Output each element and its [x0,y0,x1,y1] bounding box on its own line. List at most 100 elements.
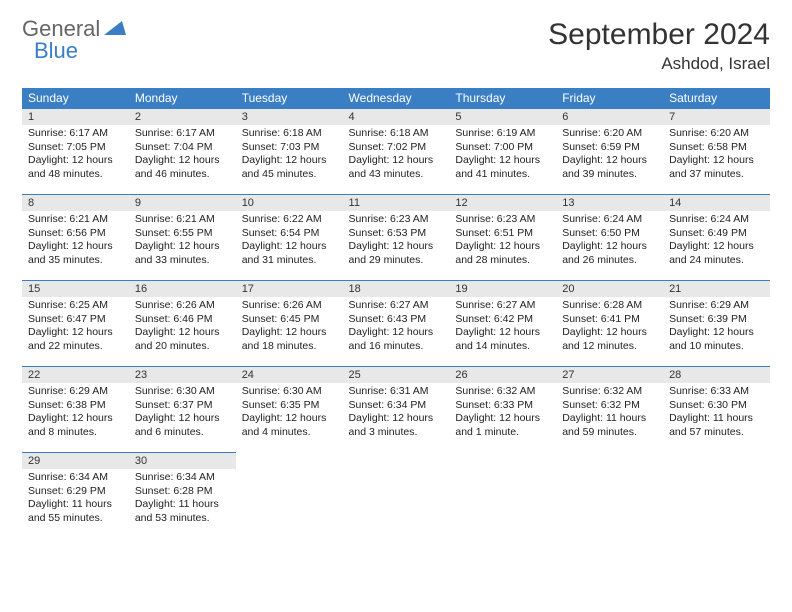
day-cell: 27Sunrise: 6:32 AMSunset: 6:32 PMDayligh… [556,367,663,453]
day-cell: 16Sunrise: 6:26 AMSunset: 6:46 PMDayligh… [129,281,236,367]
day-cell: 12Sunrise: 6:23 AMSunset: 6:51 PMDayligh… [449,195,556,281]
day-cell: 26Sunrise: 6:32 AMSunset: 6:33 PMDayligh… [449,367,556,453]
title-block: September 2024 Ashdod, Israel [548,18,770,74]
day-cell: 30Sunrise: 6:34 AMSunset: 6:28 PMDayligh… [129,453,236,539]
day-cell: 11Sunrise: 6:23 AMSunset: 6:53 PMDayligh… [343,195,450,281]
day-cell [556,453,663,539]
day-cell [236,453,343,539]
day-number: 2 [129,109,236,125]
week-row: 29Sunrise: 6:34 AMSunset: 6:29 PMDayligh… [22,453,770,539]
day-cell: 24Sunrise: 6:30 AMSunset: 6:35 PMDayligh… [236,367,343,453]
day-number: 13 [556,195,663,211]
day-info: Sunrise: 6:21 AMSunset: 6:55 PMDaylight:… [129,211,236,272]
day-number: 16 [129,281,236,297]
logo: General Blue [22,18,126,62]
day-number: 28 [663,367,770,383]
day-info: Sunrise: 6:34 AMSunset: 6:29 PMDaylight:… [22,469,129,530]
day-cell: 23Sunrise: 6:30 AMSunset: 6:37 PMDayligh… [129,367,236,453]
day-number: 11 [343,195,450,211]
day-number: 8 [22,195,129,211]
day-info: Sunrise: 6:20 AMSunset: 6:59 PMDaylight:… [556,125,663,186]
day-cell: 1Sunrise: 6:17 AMSunset: 7:05 PMDaylight… [22,109,129,195]
weekday-header: Wednesday [343,88,450,109]
day-info: Sunrise: 6:33 AMSunset: 6:30 PMDaylight:… [663,383,770,444]
weekday-header: Tuesday [236,88,343,109]
day-info: Sunrise: 6:21 AMSunset: 6:56 PMDaylight:… [22,211,129,272]
week-row: 15Sunrise: 6:25 AMSunset: 6:47 PMDayligh… [22,281,770,367]
day-info: Sunrise: 6:18 AMSunset: 7:03 PMDaylight:… [236,125,343,186]
location: Ashdod, Israel [548,54,770,74]
day-info: Sunrise: 6:25 AMSunset: 6:47 PMDaylight:… [22,297,129,358]
day-info: Sunrise: 6:27 AMSunset: 6:43 PMDaylight:… [343,297,450,358]
day-number: 6 [556,109,663,125]
day-cell: 5Sunrise: 6:19 AMSunset: 7:00 PMDaylight… [449,109,556,195]
day-number: 20 [556,281,663,297]
week-row: 8Sunrise: 6:21 AMSunset: 6:56 PMDaylight… [22,195,770,281]
weekday-header-row: SundayMondayTuesdayWednesdayThursdayFrid… [22,88,770,109]
day-number: 15 [22,281,129,297]
logo-text-general: General [22,18,100,40]
day-cell: 4Sunrise: 6:18 AMSunset: 7:02 PMDaylight… [343,109,450,195]
day-cell: 8Sunrise: 6:21 AMSunset: 6:56 PMDaylight… [22,195,129,281]
day-cell [343,453,450,539]
day-number: 18 [343,281,450,297]
weekday-header: Thursday [449,88,556,109]
day-number: 30 [129,453,236,469]
day-cell: 6Sunrise: 6:20 AMSunset: 6:59 PMDaylight… [556,109,663,195]
day-cell: 28Sunrise: 6:33 AMSunset: 6:30 PMDayligh… [663,367,770,453]
day-number: 12 [449,195,556,211]
weekday-header: Saturday [663,88,770,109]
day-info: Sunrise: 6:24 AMSunset: 6:49 PMDaylight:… [663,211,770,272]
day-cell: 7Sunrise: 6:20 AMSunset: 6:58 PMDaylight… [663,109,770,195]
day-info: Sunrise: 6:28 AMSunset: 6:41 PMDaylight:… [556,297,663,358]
day-cell: 21Sunrise: 6:29 AMSunset: 6:39 PMDayligh… [663,281,770,367]
day-number: 23 [129,367,236,383]
day-cell: 14Sunrise: 6:24 AMSunset: 6:49 PMDayligh… [663,195,770,281]
day-info: Sunrise: 6:30 AMSunset: 6:35 PMDaylight:… [236,383,343,444]
day-cell [449,453,556,539]
weekday-header: Friday [556,88,663,109]
day-number: 27 [556,367,663,383]
day-number: 1 [22,109,129,125]
day-number: 29 [22,453,129,469]
day-cell: 15Sunrise: 6:25 AMSunset: 6:47 PMDayligh… [22,281,129,367]
day-number: 24 [236,367,343,383]
day-cell: 17Sunrise: 6:26 AMSunset: 6:45 PMDayligh… [236,281,343,367]
day-cell: 10Sunrise: 6:22 AMSunset: 6:54 PMDayligh… [236,195,343,281]
day-number: 4 [343,109,450,125]
day-info: Sunrise: 6:19 AMSunset: 7:00 PMDaylight:… [449,125,556,186]
day-number: 25 [343,367,450,383]
day-info: Sunrise: 6:29 AMSunset: 6:39 PMDaylight:… [663,297,770,358]
day-cell: 3Sunrise: 6:18 AMSunset: 7:03 PMDaylight… [236,109,343,195]
day-cell [663,453,770,539]
day-cell: 13Sunrise: 6:24 AMSunset: 6:50 PMDayligh… [556,195,663,281]
day-number: 19 [449,281,556,297]
day-number: 17 [236,281,343,297]
day-info: Sunrise: 6:31 AMSunset: 6:34 PMDaylight:… [343,383,450,444]
day-number: 9 [129,195,236,211]
day-cell: 29Sunrise: 6:34 AMSunset: 6:29 PMDayligh… [22,453,129,539]
day-info: Sunrise: 6:20 AMSunset: 6:58 PMDaylight:… [663,125,770,186]
day-cell: 22Sunrise: 6:29 AMSunset: 6:38 PMDayligh… [22,367,129,453]
calendar-table: SundayMondayTuesdayWednesdayThursdayFrid… [22,88,770,539]
day-number: 7 [663,109,770,125]
day-info: Sunrise: 6:32 AMSunset: 6:32 PMDaylight:… [556,383,663,444]
header: General Blue September 2024 Ashdod, Isra… [22,18,770,74]
day-cell: 9Sunrise: 6:21 AMSunset: 6:55 PMDaylight… [129,195,236,281]
day-info: Sunrise: 6:32 AMSunset: 6:33 PMDaylight:… [449,383,556,444]
weekday-header: Monday [129,88,236,109]
logo-text-blue: Blue [34,40,126,62]
day-info: Sunrise: 6:23 AMSunset: 6:53 PMDaylight:… [343,211,450,272]
day-info: Sunrise: 6:18 AMSunset: 7:02 PMDaylight:… [343,125,450,186]
day-info: Sunrise: 6:30 AMSunset: 6:37 PMDaylight:… [129,383,236,444]
day-info: Sunrise: 6:23 AMSunset: 6:51 PMDaylight:… [449,211,556,272]
month-title: September 2024 [548,18,770,52]
weekday-header: Sunday [22,88,129,109]
day-info: Sunrise: 6:26 AMSunset: 6:45 PMDaylight:… [236,297,343,358]
day-info: Sunrise: 6:27 AMSunset: 6:42 PMDaylight:… [449,297,556,358]
day-cell: 2Sunrise: 6:17 AMSunset: 7:04 PMDaylight… [129,109,236,195]
day-cell: 19Sunrise: 6:27 AMSunset: 6:42 PMDayligh… [449,281,556,367]
day-cell: 25Sunrise: 6:31 AMSunset: 6:34 PMDayligh… [343,367,450,453]
day-info: Sunrise: 6:29 AMSunset: 6:38 PMDaylight:… [22,383,129,444]
day-number: 22 [22,367,129,383]
